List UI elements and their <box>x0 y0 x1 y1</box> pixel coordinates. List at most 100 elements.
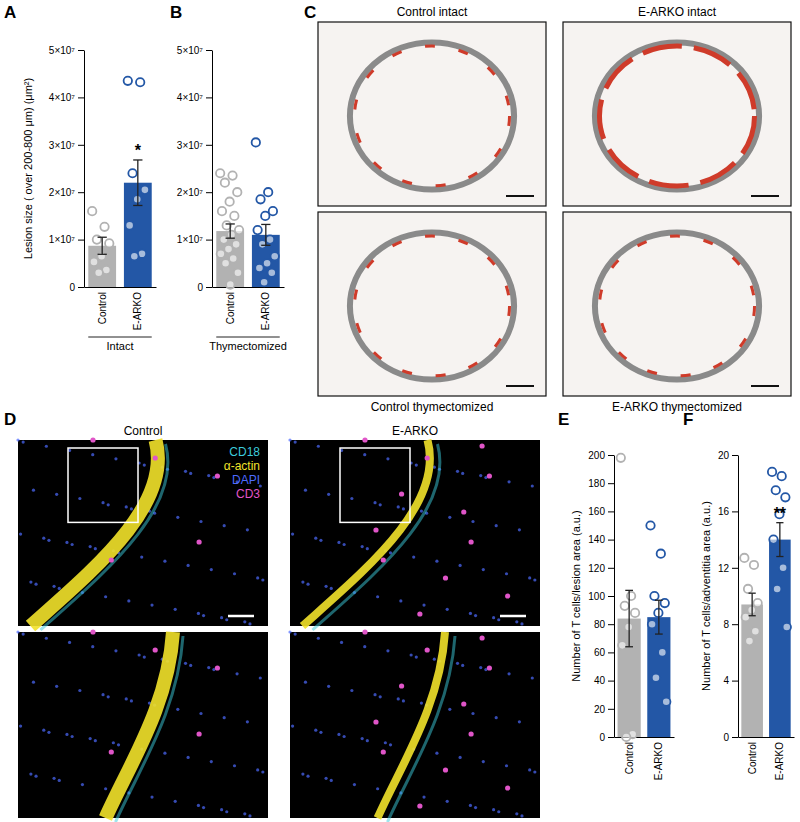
data-point <box>750 561 758 569</box>
nucleus <box>497 810 500 813</box>
image-caption: E-ARKO <box>392 424 438 438</box>
image-frame <box>563 212 791 396</box>
tick-mark <box>206 50 212 51</box>
error-cap <box>749 615 756 616</box>
error-cap <box>226 238 235 239</box>
nucleus <box>261 770 264 773</box>
tick-mark <box>608 483 614 484</box>
t-cell <box>153 647 158 652</box>
nucleus <box>317 637 320 640</box>
data-point <box>657 550 665 558</box>
nucleus <box>45 637 48 640</box>
error-bar <box>655 600 663 634</box>
nucleus <box>306 775 309 778</box>
nucleus <box>376 787 379 790</box>
nucleus <box>235 672 238 675</box>
data-point <box>230 212 238 220</box>
vessel-wall <box>595 42 759 189</box>
y-tick: 0 <box>599 732 614 743</box>
panel-letter: C <box>304 3 316 22</box>
error-stem <box>230 224 231 238</box>
y-axis-title: Lesion size ( over 200-800 μm) (μm²) <box>22 78 34 259</box>
tick-mark <box>608 681 614 682</box>
t-cell <box>381 557 386 562</box>
tick-label: Control <box>97 292 108 324</box>
plot: 048121620ControlE-ARKONumber of T cells/… <box>700 450 795 781</box>
scale-bar <box>751 195 779 197</box>
nucleus <box>314 729 317 732</box>
data-point <box>650 592 658 600</box>
data-point <box>136 78 144 86</box>
t-cell <box>505 785 510 790</box>
nucleus <box>55 493 58 496</box>
nucleus <box>199 520 202 523</box>
error-cap <box>226 223 235 224</box>
axis-line <box>213 287 285 288</box>
nucleus <box>256 576 259 579</box>
panel-letter: A <box>4 3 16 22</box>
y-tick: 4×10⁷ <box>49 92 84 103</box>
nucleus <box>117 743 120 746</box>
data-point <box>617 454 625 462</box>
t-cell <box>425 455 430 460</box>
error-bar <box>749 593 756 616</box>
panel-letter: D <box>4 410 16 429</box>
x-tick: E-ARKO <box>653 737 664 780</box>
nucleus <box>32 681 35 684</box>
data-point <box>88 207 96 215</box>
nucleus <box>520 622 523 625</box>
inset-box <box>68 448 138 522</box>
nucleus <box>223 524 226 527</box>
nucleus <box>125 697 128 700</box>
y-tick: 80 <box>594 619 614 630</box>
nucleus <box>343 543 346 546</box>
nucleus <box>446 608 449 611</box>
nucleus <box>319 731 322 734</box>
x-tick: E-ARKO <box>260 287 271 330</box>
nucleus <box>319 539 322 542</box>
cd18-signal <box>41 444 168 630</box>
nucleus <box>314 537 317 540</box>
data-point <box>105 239 113 247</box>
nucleus <box>22 440 25 443</box>
nucleus <box>187 564 190 567</box>
data-point <box>662 698 670 706</box>
error-cap <box>749 593 756 594</box>
y-tick: 200 <box>588 450 614 461</box>
error-cap <box>261 245 270 246</box>
marks <box>617 454 671 742</box>
t-cell <box>505 593 510 598</box>
x-axis: ControlE-ARKO <box>213 287 285 330</box>
tick-mark <box>732 737 738 738</box>
nucleus <box>304 681 307 684</box>
nucleus <box>19 532 22 535</box>
nucleus <box>143 463 146 466</box>
nucleus <box>138 653 141 656</box>
nucleus <box>518 528 521 531</box>
nucleus <box>91 453 94 456</box>
nucleus <box>176 708 179 711</box>
nucleus <box>474 806 477 809</box>
nucleus <box>174 800 177 803</box>
nucleus <box>479 474 482 477</box>
data-point <box>226 280 234 288</box>
error-cap <box>133 205 142 206</box>
nucleus <box>94 547 97 550</box>
nucleus <box>107 503 110 506</box>
data-point <box>769 535 777 543</box>
nucleus <box>397 505 400 508</box>
nucleus <box>469 612 472 615</box>
x-axis-title: Thymectomized <box>209 340 287 352</box>
data-point <box>773 585 781 593</box>
nucleus <box>107 695 110 698</box>
nucleus <box>482 760 485 763</box>
nucleus <box>306 583 309 586</box>
data-point <box>742 613 750 621</box>
y-tick: 3×10⁷ <box>49 140 84 151</box>
error-cap <box>776 556 783 557</box>
tick-label: 160 <box>588 506 605 517</box>
nucleus <box>114 457 117 460</box>
nucleus <box>220 808 223 811</box>
t-cell <box>461 701 466 706</box>
y-tick: 8 <box>723 619 738 630</box>
